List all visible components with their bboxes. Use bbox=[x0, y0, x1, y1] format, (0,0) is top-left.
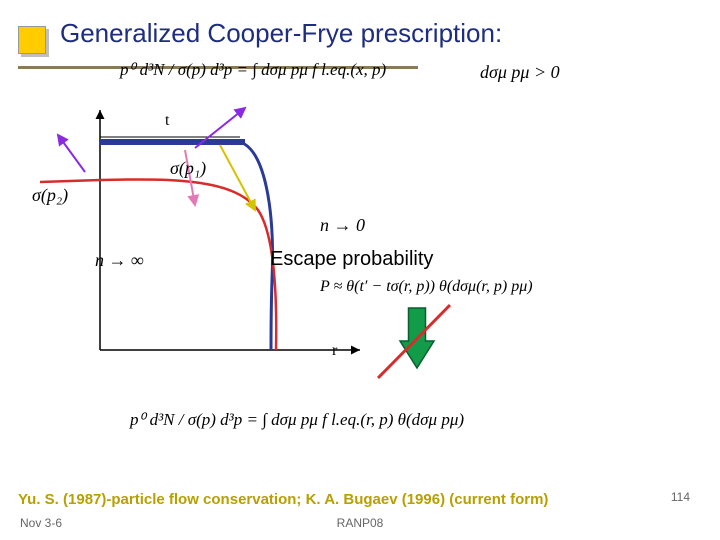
r-axis-label: r bbox=[332, 342, 337, 360]
n-to-zero: n → 0 bbox=[320, 215, 365, 236]
sigma2-label: σ(p₂) bbox=[32, 185, 68, 206]
sigma1-label: σ(p₁) bbox=[170, 158, 206, 179]
page-number: 114 bbox=[671, 490, 690, 504]
formula-modified-cf: p⁰ d³N / σ(p) d³p = ∫ dσμ pμ f l.eq.(r, … bbox=[130, 410, 464, 430]
sigma2-curve bbox=[40, 179, 276, 350]
formula-cooper-frye: p⁰ d³N / σ(p) d³p = ∫ dσμ pμ f l.eq.(x, … bbox=[120, 60, 386, 80]
green-arrow-strike bbox=[370, 300, 460, 385]
title-bullet-icon bbox=[18, 26, 46, 54]
slide-title: Generalized Cooper-Frye prescription: bbox=[60, 18, 502, 49]
sigma1-curve bbox=[240, 142, 273, 350]
escape-probability-label: Escape probability bbox=[270, 248, 433, 271]
footer-date: Nov 3-6 bbox=[20, 516, 62, 530]
t-axis-label: t bbox=[165, 112, 169, 130]
footer-conference: RANP08 bbox=[337, 516, 384, 530]
arrow-purple-2 bbox=[58, 135, 85, 172]
formula-escape-P: P ≈ θ(t′ − tσ(r, p)) θ(dσμ(r, p) pμ) bbox=[320, 278, 533, 296]
condition-dsigma-p: dσμ pμ > 0 bbox=[480, 62, 560, 83]
n-to-infinity: n → ∞ bbox=[95, 250, 144, 271]
reference-line: Yu. S. (1987)-particle flow conservation… bbox=[18, 491, 548, 508]
arrow-yellow bbox=[220, 145, 255, 210]
